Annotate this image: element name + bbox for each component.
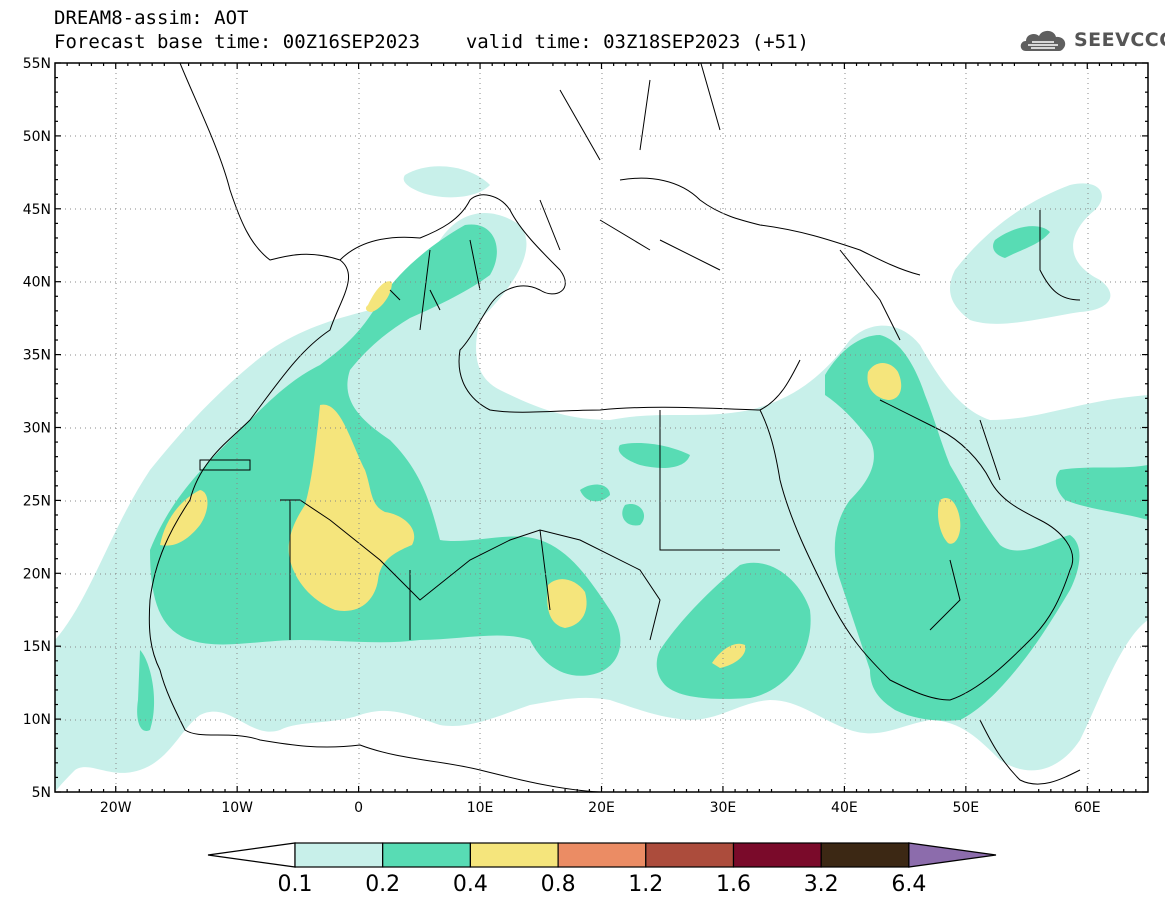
time-info: Forecast base time: 00Z16SEP2023 valid t… (54, 30, 809, 54)
colorbar-label: 6.4 (891, 872, 926, 897)
colorbar-label: 0.4 (453, 872, 488, 897)
lat-tick-label: 30N (23, 421, 51, 437)
colorbar-segment (382, 842, 472, 868)
grid-lines (55, 63, 1148, 792)
colorbar-label: 1.6 (716, 872, 751, 897)
colorbar-label: 0.1 (278, 872, 313, 897)
lon-tick-label: 30E (710, 800, 737, 816)
colorbar-low-extension (207, 842, 296, 868)
aot-level-0.4 (160, 281, 961, 668)
lat-tick-label: 15N (23, 639, 51, 655)
lat-tick-label: 45N (23, 202, 51, 218)
lon-tick-label: 0 (354, 800, 363, 816)
lon-tick-label: 50E (952, 800, 979, 816)
lat-tick-label: 5N (32, 785, 51, 801)
lat-tick-label: 50N (23, 129, 51, 145)
lat-tick-label: 10N (23, 712, 51, 728)
base-time: Forecast base time: 00Z16SEP2023 (54, 31, 421, 53)
lat-tick-label: 25N (23, 493, 51, 509)
lat-tick-label: 20N (23, 566, 51, 582)
colorbar-high-extension (908, 842, 997, 868)
axis-labels: 55N 50N 45N 40N 35N 30N 25N 20N 15N 10N 5N 20W 10W 0 1… (23, 56, 1101, 816)
lon-tick-label: 10E (467, 800, 494, 816)
lat-tick-label: 40N (23, 275, 51, 291)
colorbar-label: 0.8 (541, 872, 576, 897)
valid-time: valid time: 03Z18SEP2023 (+51) (465, 31, 809, 53)
colorbar-label: 1.2 (628, 872, 663, 897)
lon-tick-label: 20W (100, 800, 132, 816)
title-block: DREAM8-assim: AOT Forecast base time: 00… (54, 6, 809, 54)
lon-tick-label: 60E (1074, 800, 1101, 816)
coastlines-borders (148, 63, 1081, 792)
axis-ticks (55, 62, 1148, 793)
seevccc-logo: SEEVCCC (1018, 24, 1165, 56)
lon-tick-label: 20E (588, 800, 615, 816)
lon-tick-label: 10W (221, 800, 253, 816)
map-title: DREAM8-assim: AOT (54, 7, 249, 29)
colorbar-segment (557, 842, 647, 868)
colorbar-segment (469, 842, 559, 868)
colorbar-label: 0.2 (365, 872, 400, 897)
colorbar-segment (294, 842, 384, 868)
aot-field (55, 166, 1148, 792)
lon-tick-label: 40E (831, 800, 858, 816)
lat-tick-label: 55N (23, 56, 51, 72)
colorbar-label: 3.2 (804, 872, 839, 897)
colorbar-segment (820, 842, 910, 868)
lat-tick-label: 35N (23, 348, 51, 364)
colorbar-segment (645, 842, 735, 868)
logo-text: SEEVCCC (1074, 29, 1165, 51)
colorbar-segment (732, 842, 822, 868)
colorbar-legend: 0.1 0.2 0.4 0.8 1.2 1.6 3.2 6.4 (207, 842, 997, 897)
cloud-logo-icon (1020, 30, 1066, 51)
